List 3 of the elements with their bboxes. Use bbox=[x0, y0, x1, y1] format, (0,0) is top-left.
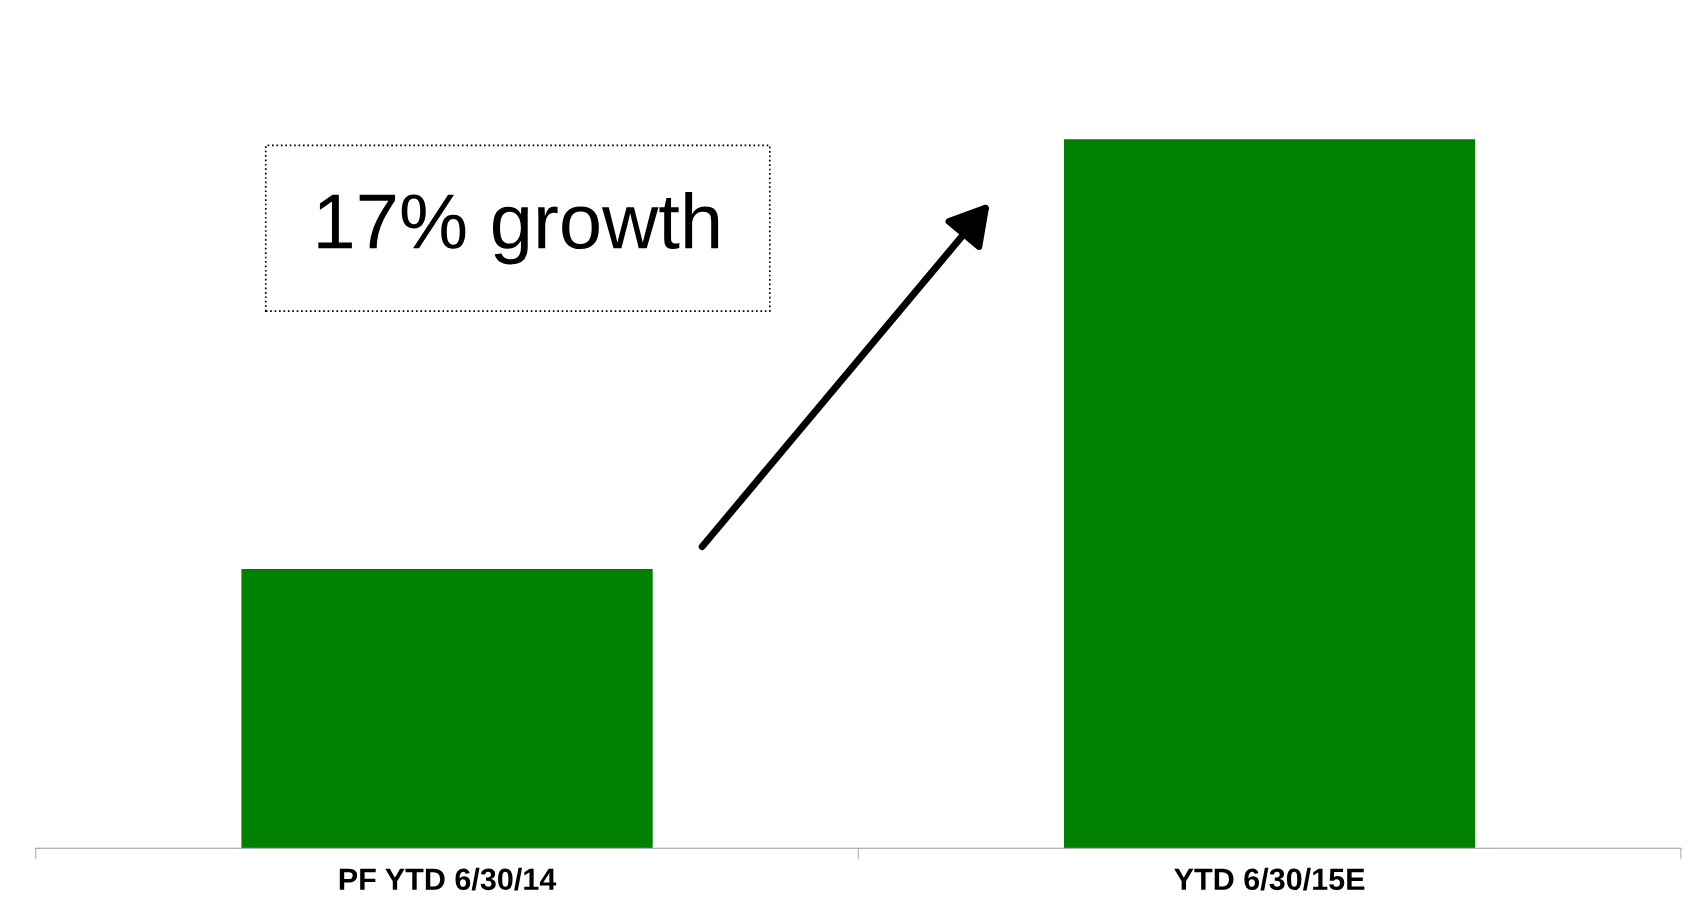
x-tick-label: YTD 6/30/15E bbox=[1174, 867, 1365, 891]
x-tick-label: PF YTD 6/30/14 bbox=[339, 867, 557, 891]
annotation: 17% growth bbox=[318, 191, 719, 265]
